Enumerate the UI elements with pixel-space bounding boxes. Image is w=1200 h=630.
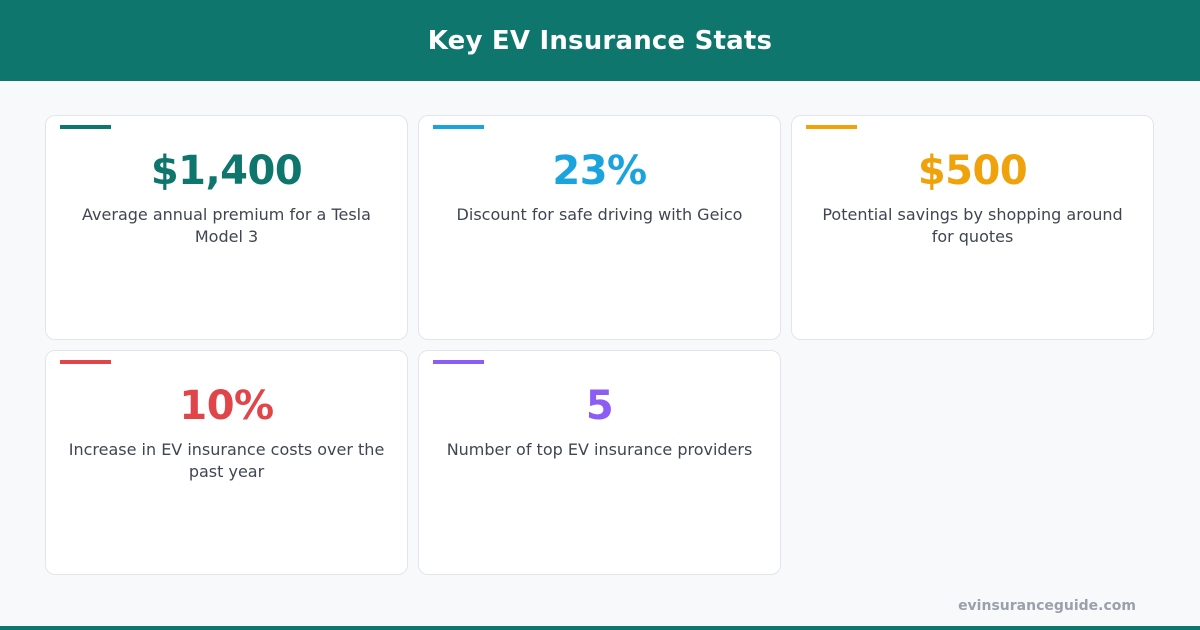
stat-card-potential-savings: $500 Potential savings by shopping aroun… — [791, 115, 1154, 340]
header-banner: Key EV Insurance Stats — [0, 0, 1200, 81]
stat-label: Number of top EV insurance providers — [446, 440, 753, 459]
card-accent-bar — [60, 125, 111, 129]
card-accent-bar — [433, 125, 484, 129]
card-accent-bar — [806, 125, 857, 129]
stat-value: 10% — [179, 383, 274, 429]
stat-card-average-premium: $1,400 Average annual premium for a Tesl… — [45, 115, 408, 340]
stat-card-top-providers: 5 Number of top EV insurance providers — [418, 350, 781, 575]
stat-value: 23% — [552, 148, 647, 194]
card-accent-bar — [60, 360, 111, 364]
stat-label: Discount for safe driving with Geico — [456, 205, 743, 224]
stat-label: Average annual premium for a Tesla Model… — [82, 205, 371, 246]
stat-value: 5 — [585, 383, 614, 429]
bottom-accent-bar — [0, 626, 1200, 630]
site-url[interactable]: evinsuranceguide.com — [958, 598, 1136, 614]
stat-value: $500 — [917, 148, 1028, 194]
card-accent-bar — [433, 360, 484, 364]
stat-card-cost-increase: 10% Increase in EV insurance costs over … — [45, 350, 408, 575]
stat-card-safe-driving-discount: 23% Discount for safe driving with Geico — [418, 115, 781, 340]
page-title: Key EV Insurance Stats — [427, 25, 773, 56]
stat-value: $1,400 — [150, 148, 303, 194]
stat-label: Potential savings by shopping around for… — [822, 205, 1123, 246]
stat-label: Increase in EV insurance costs over the … — [68, 440, 385, 481]
